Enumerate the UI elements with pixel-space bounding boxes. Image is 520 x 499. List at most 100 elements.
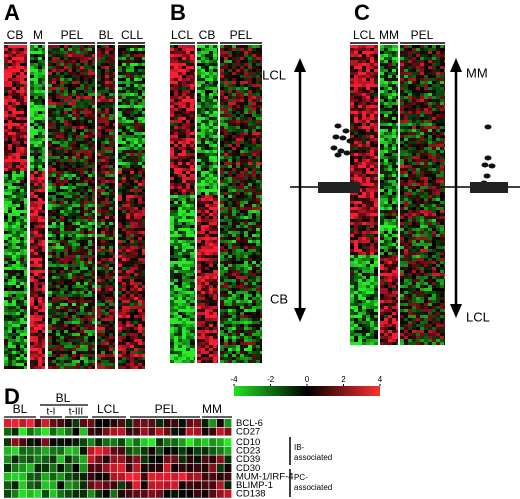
heatmap-cell bbox=[84, 168, 88, 171]
heatmap-cell bbox=[105, 246, 109, 249]
heatmap-cell bbox=[60, 351, 64, 354]
heatmap-cell bbox=[84, 156, 88, 159]
heatmap-cell bbox=[84, 117, 88, 120]
heatmap-cell bbox=[134, 255, 138, 258]
heatmap-cell bbox=[138, 339, 142, 342]
heatmap-cell bbox=[8, 309, 12, 312]
heatmap-cell bbox=[4, 312, 8, 315]
heatmap-cell bbox=[20, 90, 24, 93]
heatmap-cell bbox=[213, 57, 217, 60]
heatmap-cell bbox=[38, 255, 42, 258]
heatmap-cell bbox=[16, 162, 20, 165]
heatmap-cell bbox=[201, 201, 205, 204]
heatmap-cell bbox=[138, 234, 142, 237]
heatmap-cell bbox=[72, 306, 76, 309]
heatmap-cell bbox=[97, 249, 101, 252]
heatmap-cell bbox=[113, 327, 115, 330]
heatmap-cell bbox=[4, 246, 8, 249]
heatmap-cell bbox=[68, 183, 72, 186]
heatmap-cell bbox=[16, 150, 20, 153]
heatmap-cell bbox=[38, 54, 42, 57]
heatmap-cell bbox=[12, 210, 16, 213]
heatmap-cell bbox=[68, 123, 72, 126]
heatmap-cell bbox=[48, 81, 52, 84]
heatmap-cell bbox=[88, 336, 92, 339]
heatmap-cell bbox=[126, 222, 130, 225]
heatmap-cell bbox=[12, 279, 16, 282]
heatmap-cell bbox=[190, 111, 194, 114]
heatmap-cell bbox=[130, 333, 134, 336]
heatmap-cell bbox=[182, 60, 186, 63]
heatmap-cell bbox=[122, 192, 126, 195]
heatmap-cell bbox=[109, 327, 113, 330]
heatmap-cell bbox=[126, 363, 130, 366]
heatmap-cell bbox=[101, 342, 105, 345]
heatmap-cell bbox=[30, 201, 34, 204]
heatmap-cell bbox=[24, 219, 27, 222]
heatmap-cell bbox=[64, 174, 68, 177]
heatmap-cell bbox=[118, 261, 122, 264]
heatmap-cell bbox=[142, 285, 145, 288]
heatmap-cell bbox=[8, 333, 12, 336]
heatmap-cell bbox=[42, 141, 45, 144]
heatmap-cell bbox=[138, 105, 142, 108]
heatmap-cell bbox=[217, 90, 218, 93]
heatmap-cell bbox=[80, 84, 84, 87]
heatmap-cell bbox=[209, 186, 213, 189]
heatmap-cell bbox=[56, 60, 60, 63]
heatmap-cell bbox=[56, 279, 60, 282]
heatmap-cell bbox=[130, 327, 134, 330]
heatmap-cell bbox=[48, 204, 52, 207]
heatmap-cell bbox=[30, 183, 34, 186]
heatmap-cell bbox=[92, 108, 95, 111]
heatmap-cell bbox=[8, 51, 12, 54]
heatmap-cell bbox=[52, 84, 56, 87]
heatmap-cell bbox=[174, 147, 178, 150]
heatmap-cell bbox=[72, 141, 76, 144]
heatmap-cell bbox=[213, 300, 217, 303]
heatmap-cell bbox=[92, 81, 95, 84]
heatmap-cell bbox=[101, 102, 105, 105]
heatmap-cell bbox=[20, 243, 24, 246]
heatmap-cell bbox=[4, 216, 8, 219]
heatmap-cell bbox=[84, 189, 88, 192]
heatmap-cell bbox=[130, 159, 134, 162]
heatmap-cell bbox=[8, 45, 12, 48]
heatmap-cell bbox=[209, 216, 213, 219]
heatmap-cell bbox=[16, 201, 20, 204]
heatmap-cell bbox=[201, 264, 205, 267]
heatmap-cell bbox=[72, 171, 76, 174]
heatmap-cell bbox=[205, 213, 209, 216]
heatmap-cell bbox=[68, 240, 72, 243]
heatmap-cell bbox=[205, 327, 209, 330]
heatmap-cell bbox=[194, 285, 195, 288]
heatmap-cell bbox=[64, 84, 68, 87]
heatmap-cell bbox=[12, 321, 16, 324]
heatmap-cell bbox=[118, 165, 122, 168]
heatmap-cell bbox=[118, 336, 122, 339]
heatmap-cell bbox=[72, 78, 76, 81]
heatmap-cell bbox=[92, 63, 95, 66]
heatmap-cell bbox=[138, 102, 142, 105]
heatmap-cell bbox=[60, 69, 64, 72]
heatmap-cell bbox=[56, 141, 60, 144]
heatmap-cell bbox=[118, 222, 122, 225]
heatmap-cell bbox=[34, 219, 38, 222]
heatmap-cell bbox=[174, 243, 178, 246]
heatmap-cell bbox=[97, 252, 101, 255]
heatmap-cell bbox=[190, 180, 194, 183]
heatmap-cell bbox=[4, 63, 8, 66]
heatmap-cell bbox=[52, 246, 56, 249]
heatmap-cell bbox=[4, 348, 8, 351]
heatmap-cell bbox=[42, 249, 45, 252]
heatmap-cell bbox=[126, 117, 130, 120]
heatmap-cell bbox=[88, 219, 92, 222]
heatmap-cell bbox=[8, 231, 12, 234]
heatmap-cell bbox=[38, 195, 42, 198]
heatmap-cell bbox=[72, 360, 76, 363]
heatmap-cell bbox=[130, 360, 134, 363]
heatmap-cell bbox=[201, 231, 205, 234]
heatmap-cell bbox=[209, 195, 213, 198]
heatmap-cell bbox=[178, 198, 182, 201]
heatmap-cell bbox=[12, 69, 16, 72]
